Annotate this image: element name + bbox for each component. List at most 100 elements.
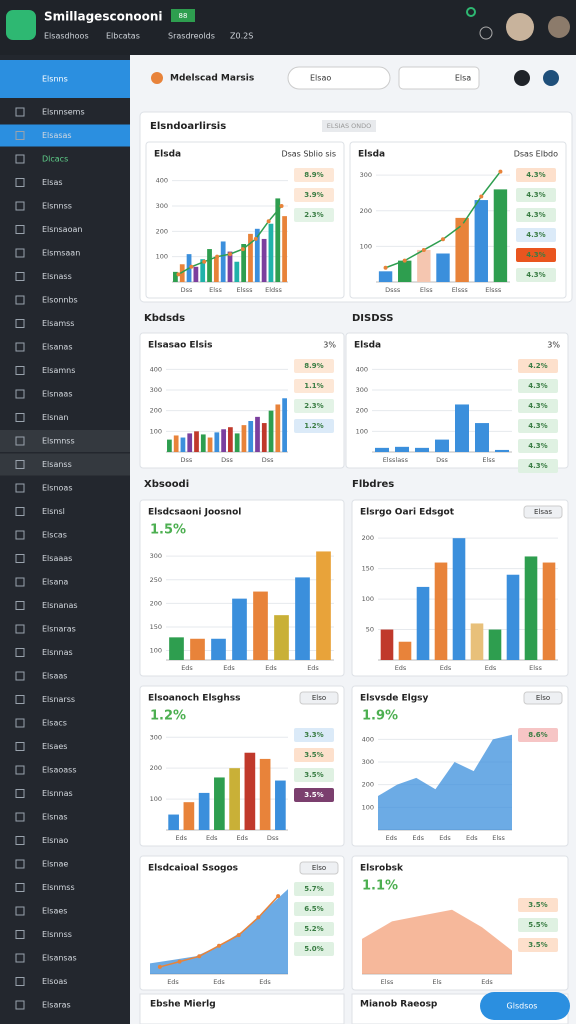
sidebar-icon [15,460,25,469]
sidebar-item[interactable]: Elsnsaoan [42,225,82,234]
sidebar-item[interactable]: Elsnaras [42,625,76,634]
sidebar-item[interactable]: Elsasas [42,131,72,140]
sidebar-item[interactable]: Elsnaas [42,390,73,399]
badge-text: 5.7% [304,885,323,893]
bar [470,623,484,660]
sidebar-item[interactable]: Dlcacs [42,155,68,164]
section-title: Xbsoodi [144,479,189,490]
sidebar-item[interactable]: Elsaaas [42,554,72,563]
sidebar-item[interactable]: Elsaas [42,672,67,681]
sidebar-item[interactable]: Elsonnbs [42,296,78,305]
title-badge: 88 [179,12,188,20]
sidebar-item[interactable]: Elscas [42,531,67,540]
sidebar-item[interactable]: Elsamns [42,366,75,375]
line-point [176,272,181,277]
x-tick-label: Elss [209,286,222,294]
sidebar-item[interactable]: Elsnnss [42,202,72,211]
nav-link[interactable]: Srasdreolds [168,32,215,41]
sidebar-item[interactable]: Elsansas [42,954,77,963]
sidebar-item[interactable]: Elsaes [42,742,67,751]
x-tick-label: Eds [181,664,193,672]
sidebar-item[interactable]: Elsnnas [42,789,73,798]
sidebar-item[interactable]: Elsnsl [42,507,65,516]
sidebar-item[interactable]: Elsnmss [42,883,75,892]
sidebar-icon [15,154,25,164]
sidebar-item[interactable]: Elsnnas [42,648,73,657]
y-tick-label: 100 [362,595,374,603]
panel-tag[interactable] [299,691,339,705]
sidebar-icon [15,765,25,775]
x-tick-label: Eds [265,664,277,672]
sidebar-item[interactable]: Elsnass [42,272,72,281]
avatar[interactable] [506,13,534,41]
sidebar-item[interactable]: Elsmsaan [42,249,80,258]
sidebar-item[interactable]: Elsas [42,178,63,187]
sidebar-icon [15,953,25,963]
sidebar-item[interactable]: Elsacs [42,719,67,728]
y-tick-label: 200 [150,764,162,772]
bar [254,228,260,282]
y-tick-label: 300 [362,758,374,766]
x-tick-label: Eds [440,664,452,672]
panel-tag-text: Elso [312,694,326,702]
sidebar-item[interactable]: Elsnoas [42,484,72,493]
sidebar-title: Elsnns [42,75,68,84]
sidebar-item[interactable]: Elsnnsems [42,108,85,117]
sidebar-item[interactable]: Elsanas [42,343,73,352]
bar [194,431,199,452]
badge [518,459,558,473]
sidebar-item[interactable]: Elsamss [42,319,74,328]
panel-tag[interactable] [299,861,339,875]
sidebar-item[interactable]: Elsnarss [42,695,75,704]
action-button[interactable] [480,992,570,1020]
badge [518,359,558,373]
x-tick-label: Eds [213,978,225,986]
sidebar-item[interactable]: Elsmnss [42,437,75,446]
line-point [189,264,194,269]
toolbar-button[interactable] [398,66,480,90]
sidebar-item[interactable]: Elsnas [42,813,68,822]
settings-icon[interactable] [479,26,493,40]
avatar[interactable] [548,16,570,38]
badge [294,208,334,222]
badge-text: 4.3% [528,402,547,410]
icon-button[interactable] [514,70,530,86]
bar [173,271,178,282]
footer-title: Mianob Raeosp [360,1000,438,1010]
x-tick-label: Eds [439,834,451,842]
logo[interactable] [6,10,36,40]
y-tick-label: 200 [360,207,372,215]
nav-link[interactable]: Elbcatas [106,32,140,41]
panel-value: 1.5% [150,523,186,538]
x-tick-label: Els [432,978,442,986]
sidebar-item[interactable]: Elsanss [42,460,72,469]
sidebar-item[interactable]: Elsoas [42,977,67,986]
bar [416,586,430,660]
sidebar-icon [15,413,25,422]
panel-tag[interactable] [523,505,563,519]
badge [294,168,334,182]
sidebar-item[interactable]: Elsaoass [42,766,76,775]
search-box[interactable] [287,66,391,90]
bar [275,780,286,830]
sidebar-item[interactable]: Elsnnss [42,930,72,939]
toolbar-icon [151,72,163,84]
sidebar-item[interactable]: Elsaras [42,1001,71,1010]
bar [179,264,185,282]
badge [516,168,556,182]
sidebar-item[interactable]: Elsnao [42,836,68,845]
bar [474,200,488,282]
nav-link[interactable]: Z0.2S [230,32,253,41]
sidebar-item[interactable]: Elsana [42,578,68,587]
sidebar-icon [15,366,25,375]
bar [183,802,195,830]
sidebar-item[interactable]: Elsnae [42,860,68,869]
nav-link[interactable]: Elsasdhoos [44,32,89,41]
sidebar-item[interactable]: Elsnanas [42,601,78,610]
sidebar-item[interactable]: Elsnan [42,413,69,422]
bar [524,556,538,660]
line-point [240,247,245,252]
panel-tag[interactable] [523,691,563,705]
sidebar-item[interactable]: Elsaes [42,907,67,916]
icon-button[interactable] [543,70,559,86]
